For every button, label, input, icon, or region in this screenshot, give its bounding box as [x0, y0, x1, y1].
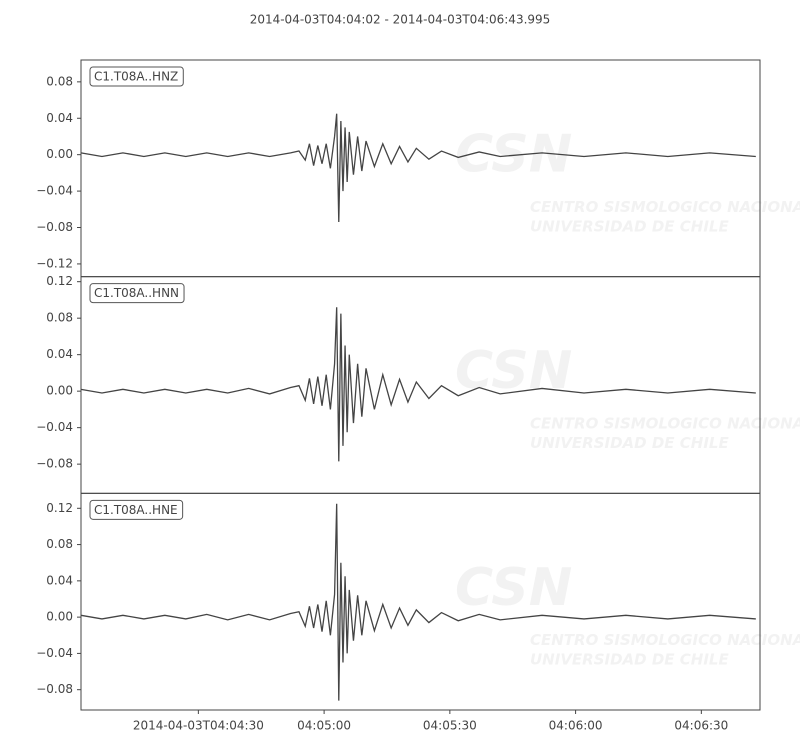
- y-tick-label: −0.08: [36, 682, 73, 696]
- y-tick-label: 0.08: [46, 74, 73, 88]
- station-label-box: [89, 66, 184, 87]
- watermark-text: UNIVERSIDAD DE CHILE: [530, 651, 729, 669]
- y-tick-label: 0.04: [46, 573, 73, 587]
- watermark-logo: CSN: [455, 125, 572, 185]
- watermark-text: CENTRO SISMOLOGICO NACIONAL: [530, 415, 800, 433]
- y-tick-label: −0.04: [36, 420, 73, 434]
- y-tick-label: 0.00: [46, 384, 73, 398]
- watermark-logo: CSN: [455, 558, 572, 618]
- x-tick-label: 04:06:30: [674, 719, 728, 733]
- station-label-text: C1.T08A..HNE: [94, 503, 178, 517]
- y-tick-label: 0.12: [46, 274, 73, 288]
- y-tick-label: −0.08: [36, 220, 73, 234]
- station-label: C1.T08A..HNZ: [89, 66, 184, 87]
- station-label-box: [89, 283, 185, 304]
- waveform: [80, 503, 756, 701]
- waveform: [80, 113, 756, 223]
- y-tick-label: −0.04: [36, 184, 73, 198]
- station-label-box: [89, 499, 184, 520]
- y-tick-label: −0.04: [36, 646, 73, 660]
- plot-frame: [80, 492, 761, 711]
- y-tick-label: 0.04: [46, 347, 73, 361]
- station-label: C1.T08A..HNN: [89, 283, 185, 304]
- x-tick-label: 04:05:00: [297, 719, 351, 733]
- y-tick-label: −0.08: [36, 457, 73, 471]
- watermark-text: CENTRO SISMOLOGICO NACIONAL: [530, 631, 800, 649]
- x-tick-label: 04:05:30: [423, 719, 477, 733]
- y-tick-label: 0.04: [46, 111, 73, 125]
- waveform: [80, 307, 756, 462]
- y-tick-label: 0.08: [46, 537, 73, 551]
- watermark-logo: CSN: [455, 341, 572, 401]
- y-tick-label: 0.08: [46, 311, 73, 325]
- y-tick-label: −0.12: [36, 256, 73, 270]
- watermark-text: UNIVERSIDAD DE CHILE: [530, 434, 729, 452]
- y-tick-label: 0.12: [46, 501, 73, 515]
- y-tick-label: 0.00: [46, 147, 73, 161]
- x-tick-label: 2014-04-03T04:04:30: [133, 719, 264, 733]
- x-tick-label: 04:06:00: [549, 719, 603, 733]
- station-label: C1.T08A..HNE: [89, 499, 184, 520]
- watermark-text: UNIVERSIDAD DE CHILE: [530, 217, 729, 235]
- station-label-text: C1.T08A..HNN: [94, 286, 179, 300]
- watermark-text: CENTRO SISMOLOGICO NACIONAL: [530, 198, 800, 216]
- y-tick-label: 0.00: [46, 610, 73, 624]
- station-label-text: C1.T08A..HNZ: [94, 70, 178, 84]
- chart-title: 2014-04-03T04:04:02 - 2014-04-03T04:06:4…: [250, 13, 551, 27]
